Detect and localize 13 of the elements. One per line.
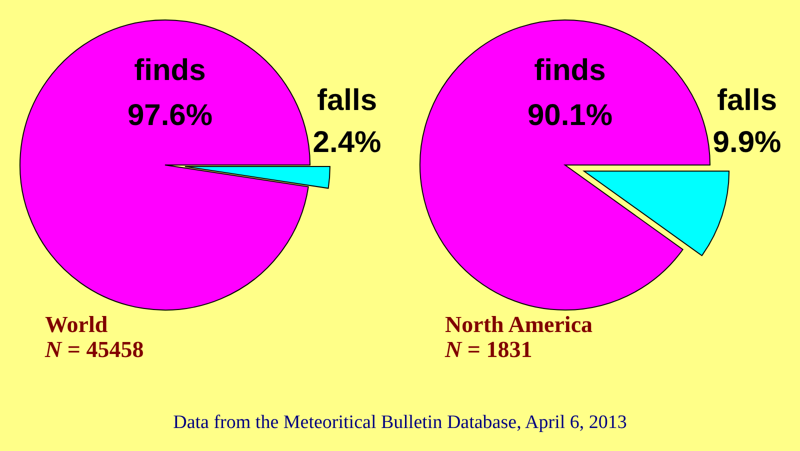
data-label: 9.9% — [712, 126, 782, 159]
slice-label: finds — [534, 54, 606, 87]
text: North America — [445, 312, 594, 337]
slice-label: falls — [316, 84, 378, 117]
text: Data from the Meteoritical Bulletin Database, April 6, 2013 — [173, 412, 627, 433]
text: N = 1831 — [444, 337, 532, 362]
data-label: 97.6% — [127, 99, 213, 132]
slice-label: finds — [134, 54, 206, 87]
data-label: 2.4% — [312, 126, 382, 159]
slice-label: falls — [716, 84, 778, 117]
data-label: 90.1% — [527, 99, 613, 132]
text: World — [45, 312, 108, 337]
text: N = 45458 — [44, 337, 144, 362]
